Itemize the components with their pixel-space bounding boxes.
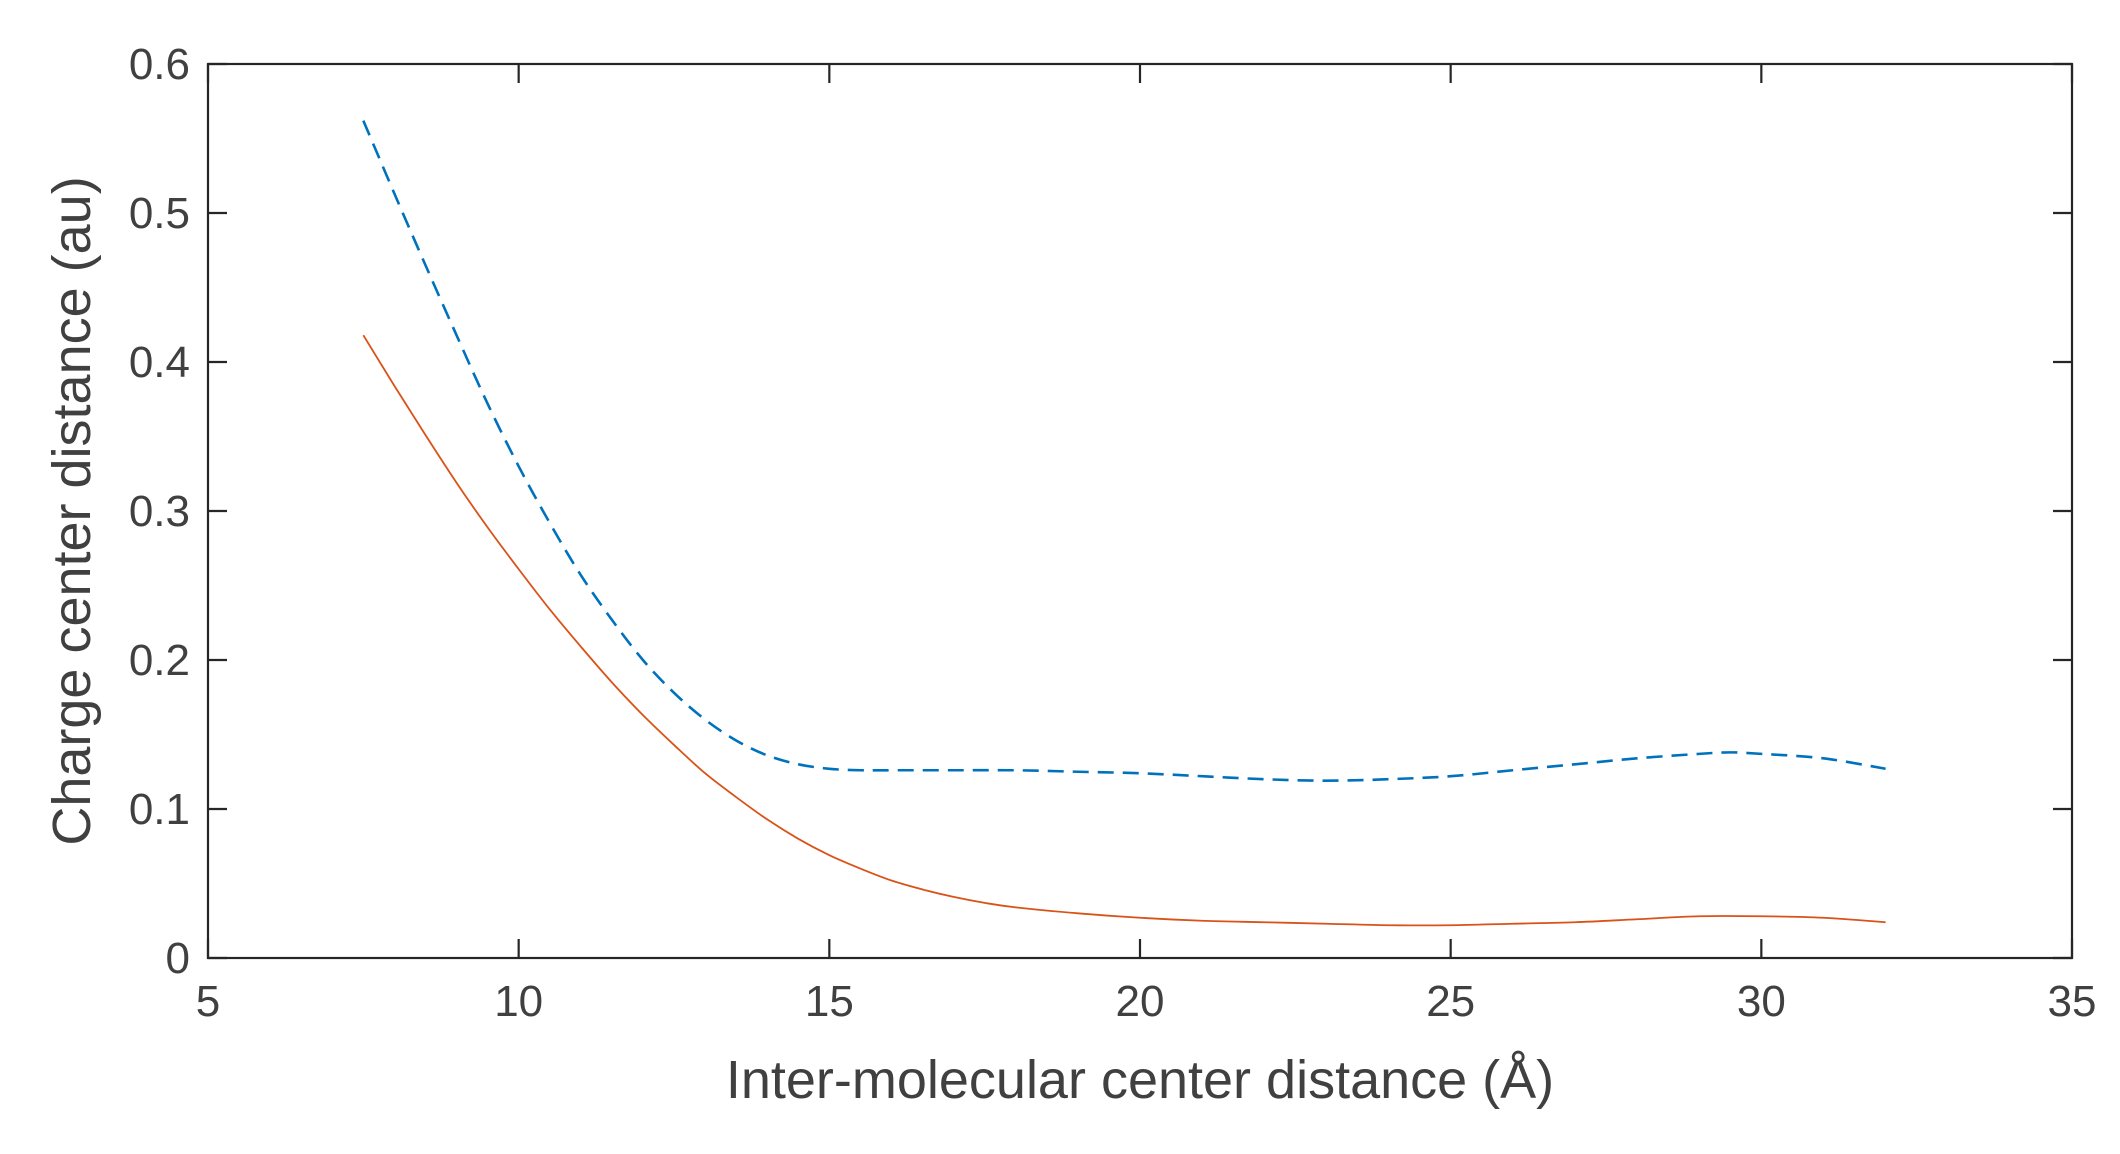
x-tick-label: 5 — [196, 977, 220, 1026]
x-axis-label: Inter-molecular center distance (Å) — [726, 1050, 1554, 1110]
tick-group: 5 10 15 20 25 30 35 0 0.1 0.2 0.3 0.4 0.5 0.6 — [129, 40, 2097, 1026]
series-line-dashed-blue — [362, 120, 1886, 782]
x-tick-label: 30 — [1737, 977, 1786, 1026]
series-group — [362, 120, 1886, 927]
x-tick-label: 10 — [494, 977, 543, 1026]
y-tick-label: 0.6 — [129, 40, 190, 89]
y-tick-label: 0 — [166, 934, 190, 983]
y-tick-label: 0.3 — [129, 487, 190, 536]
x-tick-label: 15 — [805, 977, 854, 1026]
x-tick-label: 20 — [1116, 977, 1165, 1026]
y-tick-label: 0.5 — [129, 189, 190, 238]
y-tick-label: 0.2 — [129, 636, 190, 685]
x-tick-label: 25 — [1426, 977, 1475, 1026]
y-tick-label: 0.4 — [129, 338, 190, 387]
x-tick-label: 35 — [2048, 977, 2097, 1026]
y-tick-label: 0.1 — [129, 785, 190, 834]
y-axis-label: Charge center distance (au) — [42, 176, 102, 845]
series-line-solid-orange — [362, 334, 1886, 927]
